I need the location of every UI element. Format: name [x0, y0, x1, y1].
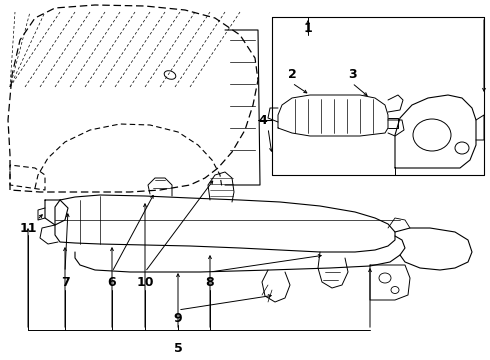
- Text: 8: 8: [206, 275, 214, 288]
- Text: 7: 7: [61, 275, 70, 288]
- Text: 2: 2: [288, 68, 296, 81]
- Text: 1: 1: [304, 22, 313, 35]
- Text: 6: 6: [108, 275, 116, 288]
- Text: 4: 4: [259, 113, 268, 126]
- Text: 10: 10: [136, 275, 154, 288]
- Text: 3: 3: [348, 68, 356, 81]
- Text: 5: 5: [173, 342, 182, 355]
- Text: 11: 11: [19, 221, 37, 234]
- Text: 9: 9: [173, 311, 182, 324]
